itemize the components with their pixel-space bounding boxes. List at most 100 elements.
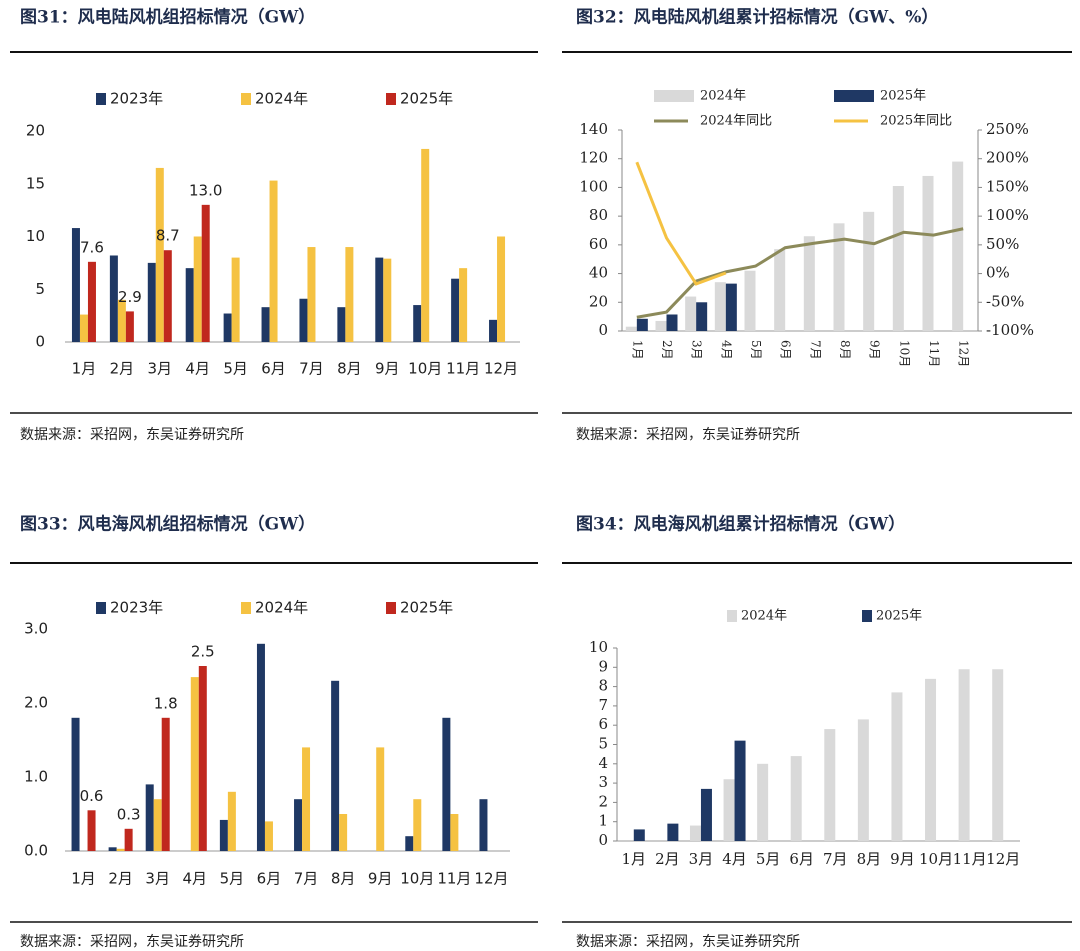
bar [744, 270, 756, 331]
bar [376, 747, 385, 851]
chart-title: 图33：风电海风机组招标情况（GW） [20, 514, 315, 535]
x-tick-label: 3月 [145, 870, 170, 888]
data-label: 2.5 [191, 643, 215, 661]
bar [714, 282, 726, 331]
y-tick-label: 2 [598, 792, 608, 810]
x-tick-label: 5月 [749, 340, 763, 360]
x-tick-label: 11月 [437, 870, 471, 888]
x-tick-label: 7月 [823, 850, 848, 868]
bar [264, 821, 273, 851]
x-tick-label: 9月 [368, 870, 393, 888]
bar [757, 763, 769, 841]
legend-label: 2024年 [255, 599, 308, 617]
bar [405, 836, 414, 851]
y-tick-label: 10 [589, 638, 608, 656]
source-note: 数据来源：采招网，东吴证券研究所 [20, 934, 244, 950]
bar [231, 257, 240, 342]
data-label: 13.0 [189, 181, 222, 199]
chart-title: 图34：风电海风机组累计招标情况（GW） [576, 514, 905, 535]
x-tick-label: 4月 [185, 360, 210, 378]
bar [198, 666, 207, 851]
x-tick-label: 8月 [857, 850, 882, 868]
y2-tick-label: 200% [986, 149, 1029, 167]
x-tick-label: 7月 [299, 360, 324, 378]
bar [155, 167, 164, 342]
x-tick-label: 7月 [294, 870, 319, 888]
bar [479, 799, 488, 851]
legend-label: 2025年同比 [880, 114, 952, 129]
legend-label: 2025年 [400, 90, 453, 108]
bar [459, 268, 468, 342]
y-tick-label: 10 [26, 227, 45, 245]
chart-title: 图32：风电陆风机组累计招标情况（GW、%） [576, 7, 938, 28]
y-tick-label: 2.0 [24, 694, 48, 712]
bar [685, 296, 697, 331]
bar [261, 307, 270, 342]
chart-title: 图31：风电陆风机组招标情况（GW） [20, 7, 315, 28]
x-tick-label: 2月 [660, 340, 674, 360]
bar [79, 314, 88, 342]
legend-label: 2024年 [741, 609, 787, 624]
legend-label: 2023年 [110, 90, 163, 108]
x-tick-label: 9月 [375, 360, 400, 378]
y-tick-label: 100 [579, 177, 608, 195]
legend-label: 2025年 [876, 609, 922, 624]
bar [891, 692, 903, 841]
legend-swatch [727, 610, 737, 622]
x-tick-label: 10月 [897, 340, 911, 367]
data-label: 2.9 [118, 288, 142, 306]
x-tick-label: 5月 [220, 870, 245, 888]
x-tick-label: 8月 [337, 360, 362, 378]
bar [625, 326, 637, 331]
line [636, 227, 964, 319]
y2-tick-label: -100% [986, 321, 1034, 339]
source-note: 数据来源：采招网，东吴证券研究所 [20, 427, 244, 443]
y-tick-label: 20 [26, 122, 45, 140]
bar [824, 729, 836, 841]
bar [863, 211, 875, 331]
x-tick-label: 6月 [261, 360, 286, 378]
bar [413, 305, 422, 342]
bar [190, 677, 199, 851]
data-label: 7.6 [80, 238, 104, 256]
bar [125, 311, 134, 342]
bar [857, 719, 869, 841]
legend-label: 2023年 [110, 599, 163, 617]
x-tick-label: 8月 [331, 870, 356, 888]
bar [667, 823, 679, 841]
x-tick-label: 1月 [630, 340, 644, 360]
legend-swatch [96, 602, 106, 614]
x-tick-label: 2月 [108, 870, 133, 888]
bar [666, 314, 678, 331]
data-label: 8.7 [156, 227, 180, 245]
x-tick-label: 3月 [148, 360, 173, 378]
y2-tick-label: 250% [986, 120, 1029, 138]
bar [161, 717, 170, 851]
bar [223, 313, 232, 342]
legend-swatch [96, 93, 106, 105]
y-tick-label: 80 [589, 206, 608, 224]
x-tick-label: 10月 [400, 870, 434, 888]
y-tick-label: 40 [589, 264, 608, 282]
bar [345, 247, 354, 342]
x-tick-label: 2月 [655, 850, 680, 868]
y2-tick-label: -50% [986, 292, 1024, 310]
bar [992, 669, 1004, 841]
bar [145, 784, 154, 851]
bar [299, 298, 308, 342]
y-tick-label: 9 [598, 657, 608, 675]
bar [302, 747, 311, 851]
bar [696, 302, 708, 331]
bar [227, 791, 236, 851]
bar [383, 258, 392, 342]
legend-label: 2024年 [255, 90, 308, 108]
bar [71, 228, 80, 342]
bar [790, 756, 802, 841]
bar [450, 814, 459, 851]
bar [201, 204, 210, 342]
bar [734, 740, 746, 841]
y-tick-label: 3.0 [24, 620, 48, 638]
x-tick-label: 7月 [808, 340, 822, 360]
x-tick-label: 8月 [838, 340, 852, 360]
